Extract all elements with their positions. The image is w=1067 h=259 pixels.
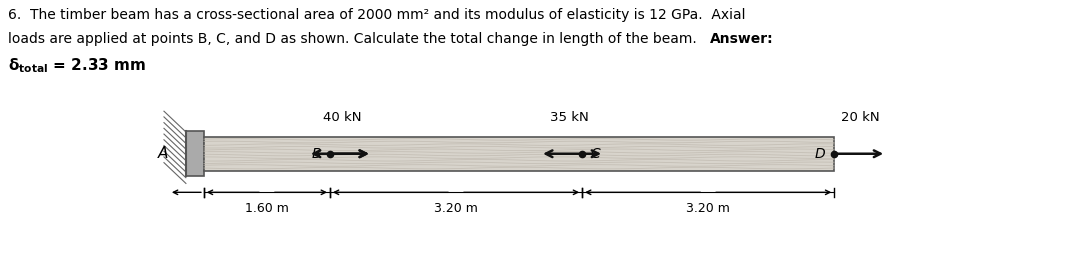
Text: loads are applied at points B, C, and D as shown. Calculate the total change in : loads are applied at points B, C, and D … — [9, 32, 701, 46]
Text: C: C — [590, 147, 600, 161]
Bar — [186, 131, 204, 176]
Text: A: A — [158, 146, 169, 161]
Text: B: B — [312, 147, 321, 161]
Text: 35 kN: 35 kN — [550, 111, 589, 124]
Text: D: D — [814, 147, 825, 161]
Text: Answer:: Answer: — [710, 32, 774, 46]
Text: 6.  The timber beam has a cross-sectional area of 2000 mm² and its modulus of el: 6. The timber beam has a cross-sectional… — [9, 8, 746, 22]
Text: 20 kN: 20 kN — [841, 111, 879, 124]
Text: 40 kN: 40 kN — [322, 111, 361, 124]
Bar — [204, 137, 834, 171]
Text: 1.60 m: 1.60 m — [245, 202, 289, 215]
Text: $\mathbf{\delta_{total}}$ = 2.33 mm: $\mathbf{\delta_{total}}$ = 2.33 mm — [9, 57, 146, 75]
Text: 3.20 m: 3.20 m — [686, 202, 730, 215]
Text: 3.20 m: 3.20 m — [434, 202, 478, 215]
